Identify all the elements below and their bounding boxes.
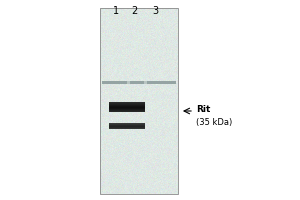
Bar [127,80,130,85]
Bar [144,80,147,85]
Text: Rit: Rit [196,104,210,114]
Text: 1: 1 [113,6,119,16]
Bar [100,8,178,194]
Text: 3: 3 [152,6,158,16]
Bar [102,81,176,84]
Text: (35 kDa): (35 kDa) [196,118,232,127]
Text: 2: 2 [131,6,137,16]
